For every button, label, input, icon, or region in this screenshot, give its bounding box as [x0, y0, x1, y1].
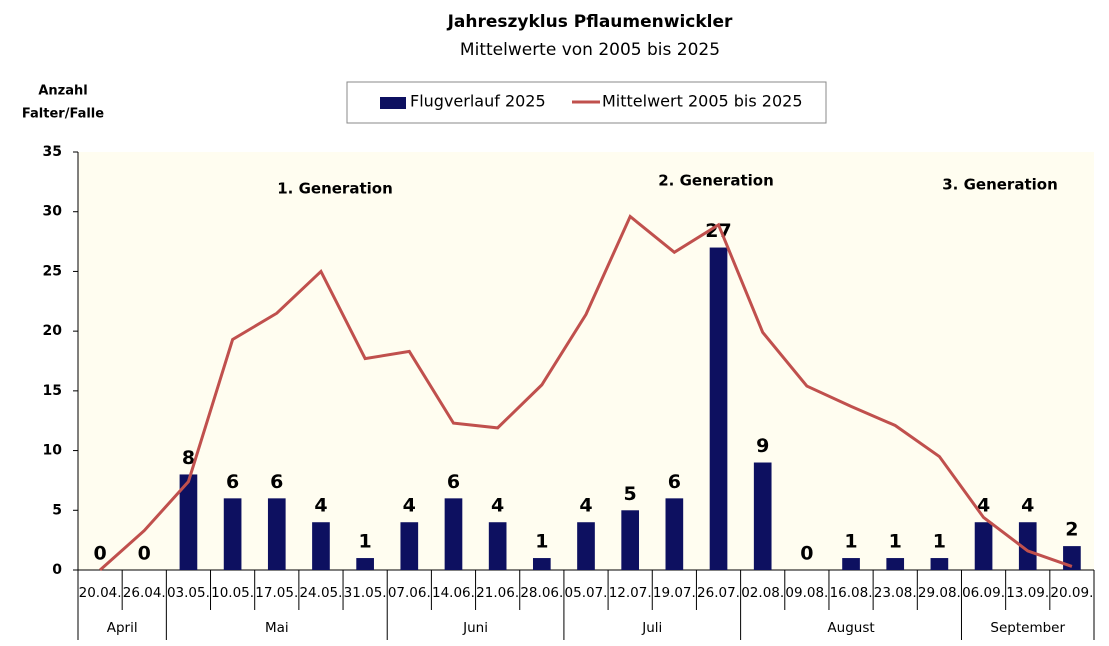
data-label: 1: [359, 531, 372, 553]
x-tick-label: 29.08.: [918, 585, 961, 601]
x-tick-label: 02.08.: [741, 585, 784, 601]
x-tick-label: 16.08.: [830, 585, 873, 601]
x-tick-label: 28.06.: [520, 585, 563, 601]
bar: [444, 498, 463, 570]
data-label: 0: [93, 543, 106, 565]
y-tick-label: 20: [43, 323, 63, 339]
annotation: 2. Generation: [658, 172, 774, 190]
x-tick-label: 03.05.: [167, 585, 210, 601]
data-label: 1: [535, 531, 548, 553]
data-label: 0: [800, 543, 813, 565]
data-label: 27: [705, 220, 731, 242]
x-tick-label: 23.08.: [874, 585, 917, 601]
data-label: 6: [447, 471, 460, 493]
bar: [488, 522, 507, 570]
data-label: 0: [138, 543, 151, 565]
y-axis-label: Anzahl: [38, 84, 87, 99]
data-label: 6: [668, 471, 681, 493]
plot-area: [78, 152, 1094, 570]
x-tick-label: 17.05.: [255, 585, 298, 601]
x-tick-label: 14.06.: [432, 585, 475, 601]
bar: [665, 498, 684, 570]
line: [99, 214, 1073, 572]
y-tick-label: 30: [43, 204, 63, 220]
bar: [223, 498, 242, 570]
x-tick-label: 26.04.: [123, 585, 166, 601]
bar: [842, 558, 860, 570]
legend-label: Flugverlauf 2025: [410, 92, 546, 111]
y-axis-label: Falter/Falle: [22, 107, 104, 122]
bar: [1018, 522, 1037, 570]
bar: [532, 558, 551, 570]
bar: [974, 522, 993, 570]
x-tick-label: 06.09.: [962, 585, 1005, 601]
x-tick-label: 13.09.: [1006, 585, 1049, 601]
chart-title: Jahreszyklus Pflaumenwickler: [447, 12, 733, 32]
bar: [886, 558, 905, 570]
bar: [753, 462, 772, 570]
data-label: 8: [182, 447, 195, 469]
month-label: August: [827, 620, 874, 636]
month-label: Juni: [462, 620, 488, 636]
month-label: April: [107, 620, 138, 636]
data-label: 1: [844, 531, 857, 553]
data-label: 2: [1065, 519, 1078, 541]
month-label: September: [990, 620, 1065, 636]
bar: [709, 247, 728, 571]
x-tick-label: 20.04.: [79, 585, 122, 601]
y-tick-label: 25: [43, 263, 62, 279]
legend-swatch: [380, 97, 406, 109]
data-label: 4: [314, 495, 327, 517]
data-label: 6: [270, 471, 283, 493]
data-label: 4: [579, 495, 592, 517]
bar: [179, 474, 198, 570]
x-tick-label: 24.05.: [299, 585, 342, 601]
annotation: 3. Generation: [942, 176, 1058, 194]
x-tick-label: 31.05.: [344, 585, 387, 601]
x-tick-label: 21.06.: [476, 585, 519, 601]
y-tick-label: 10: [43, 443, 63, 459]
data-label: 1: [889, 531, 902, 553]
bar: [577, 522, 595, 570]
data-label: 6: [226, 471, 239, 493]
data-label: 4: [491, 495, 504, 517]
bar: [621, 510, 640, 570]
bar: [930, 558, 949, 570]
month-label: Mai: [265, 620, 289, 636]
y-tick-label: 15: [43, 383, 62, 399]
annotation: 1. Generation: [277, 180, 393, 198]
bar: [312, 522, 330, 570]
bar: [267, 498, 286, 570]
month-label: Juli: [641, 620, 662, 636]
data-label: 4: [403, 495, 416, 517]
y-tick-label: 0: [52, 562, 62, 578]
x-tick-label: 19.07.: [653, 585, 696, 601]
x-tick-label: 10.05.: [211, 585, 254, 601]
y-tick-label: 5: [52, 502, 62, 518]
x-tick-label: 20.09.: [1050, 585, 1093, 601]
x-tick-label: 12.07.: [609, 585, 652, 601]
chart-subtitle: Mittelwerte von 2005 bis 2025: [460, 40, 720, 60]
x-tick-label: 09.08.: [785, 585, 828, 601]
x-tick-label: 05.07.: [565, 585, 608, 601]
x-tick-label: 26.07.: [697, 585, 740, 601]
data-label: 4: [1021, 495, 1034, 517]
legend-label: Mittelwert 2005 bis 2025: [602, 92, 803, 111]
data-label: 1: [933, 531, 946, 553]
x-tick-label: 07.06.: [388, 585, 431, 601]
bar: [356, 558, 374, 570]
bar: [400, 522, 419, 570]
data-label: 9: [756, 435, 769, 457]
data-label: 5: [624, 483, 637, 505]
y-tick-label: 35: [43, 144, 62, 160]
